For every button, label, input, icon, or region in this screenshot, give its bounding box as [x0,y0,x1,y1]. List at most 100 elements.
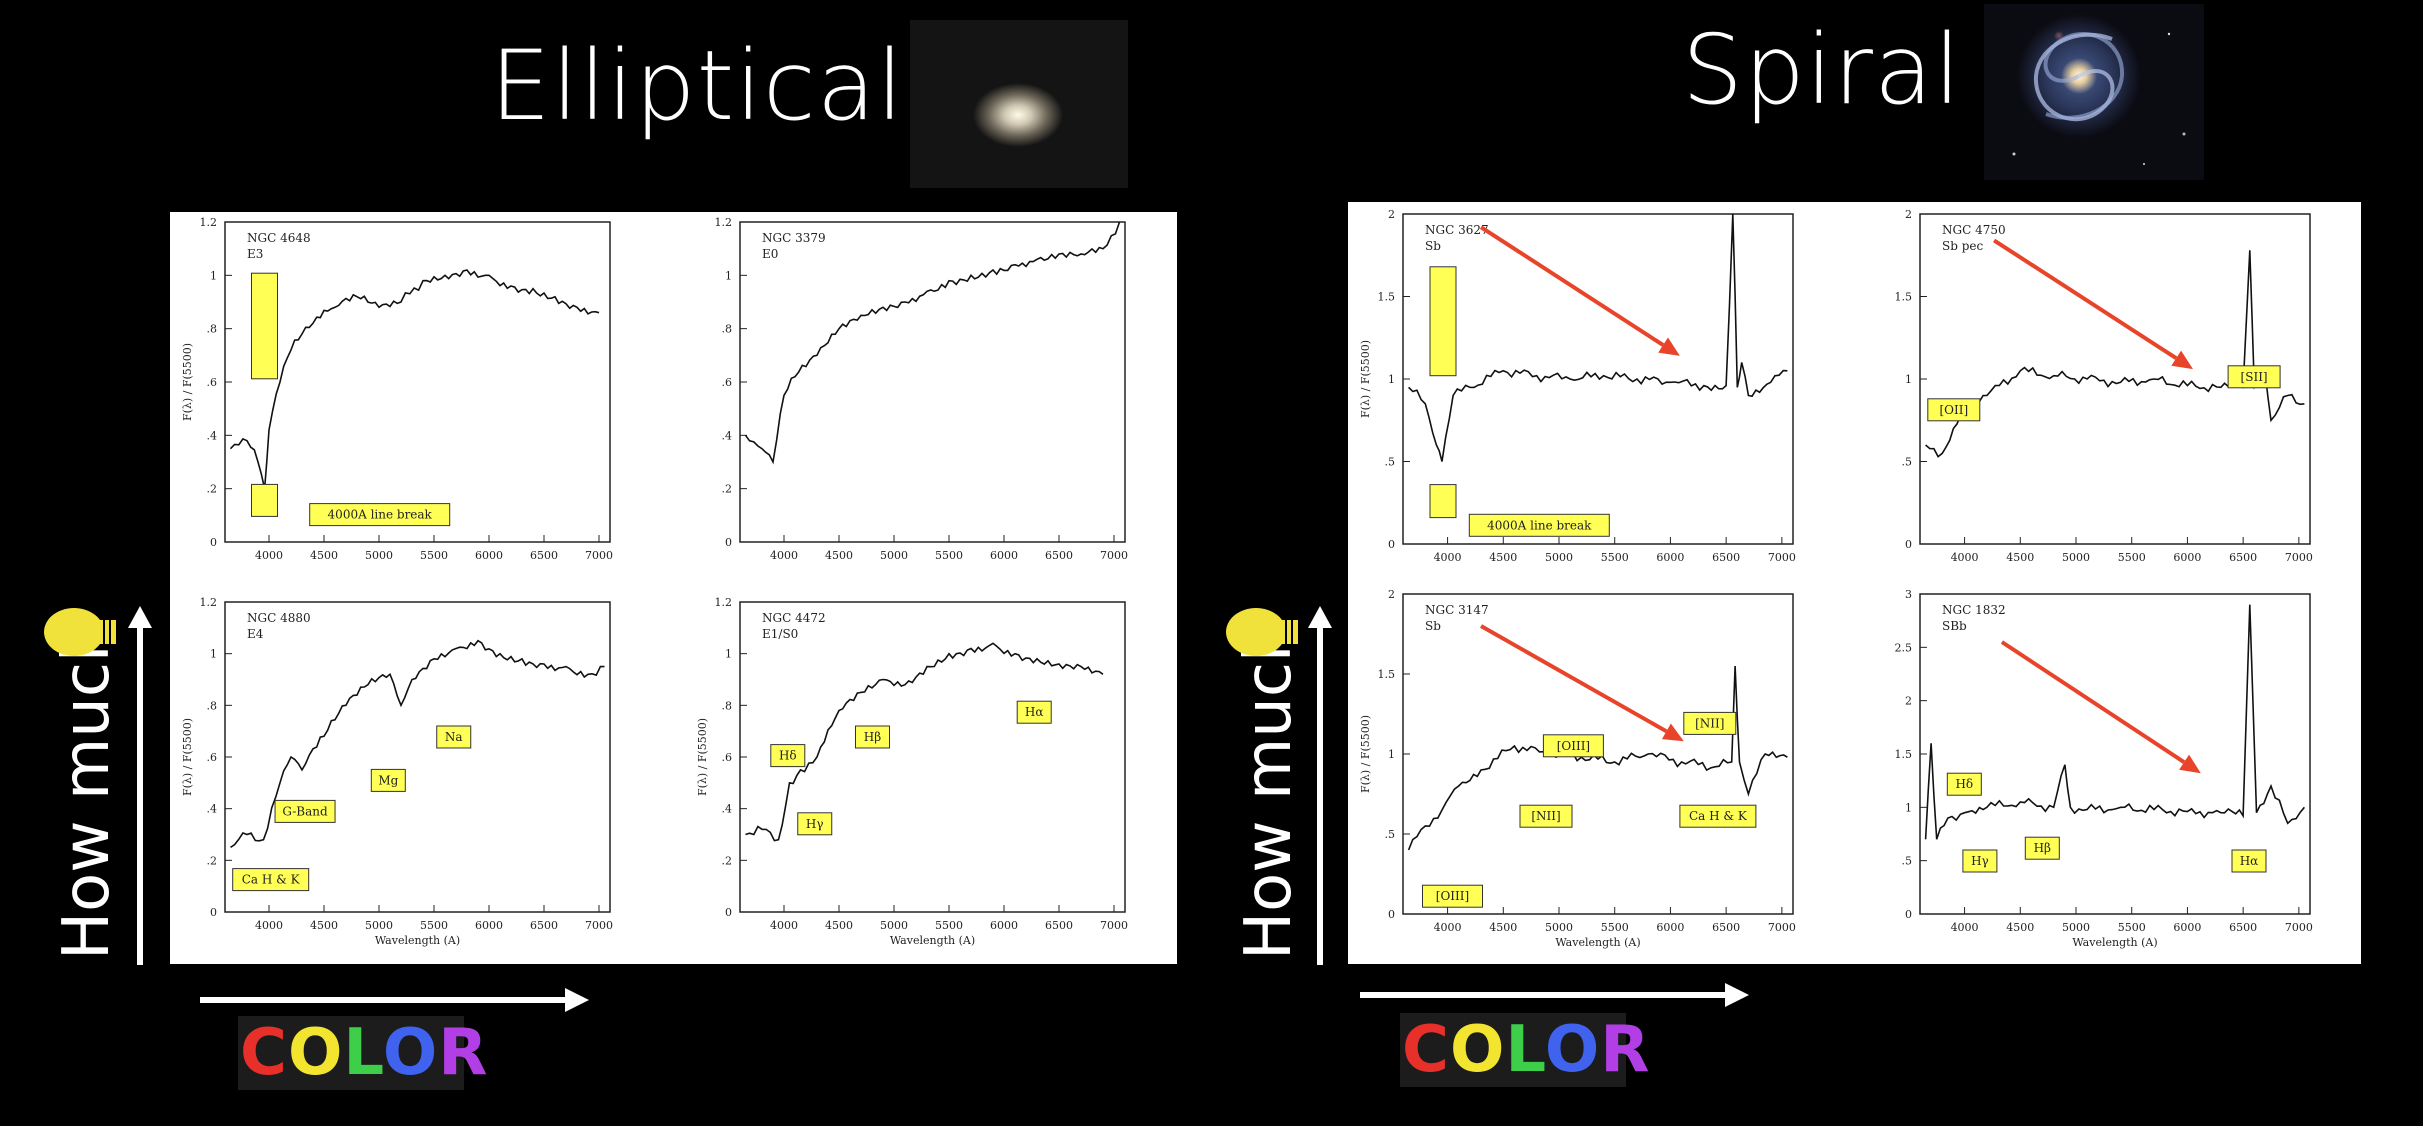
annotation-label: Hδ [779,749,797,763]
elliptical-heading: Elliptical [490,30,905,142]
x-tick-label: 4500 [1489,551,1517,564]
annotation-box [1683,711,1737,735]
y-tick-label: 1 [725,648,732,661]
chart-subtitle: E1/S0 [762,627,798,641]
annotation-label: Hδ [1955,777,1973,791]
y-tick-label: 1 [210,648,217,661]
y-tick-label: .2 [722,483,733,496]
y-tick-label: 1 [1905,801,1912,814]
emission-arrowhead [2171,350,2193,370]
spectrum-chart-5: 4000 4500 5000 5500 6000 6500 7000 0 .5 1 1.5 2 NGC … [1359,208,1796,564]
annotation-box [274,799,336,823]
y-tick-label: 1.5 [1378,668,1396,681]
y-tick-label: 1 [1388,748,1395,761]
x-tick-label: 6500 [1712,921,1740,934]
right-color-letter-r: R [1600,1013,1651,1087]
annotation-label: Ca H & K [1689,809,1748,823]
y-tick-label: .2 [207,854,218,867]
annotation-box [1016,700,1052,724]
left-how-much-arrow [128,606,152,965]
x-tick-label: 5500 [1601,551,1629,564]
right-how-much-arrow [1308,606,1332,965]
break-highlight-upper [1429,266,1457,377]
annotation-box [797,812,833,836]
y-tick-label: 1.2 [200,216,218,229]
x-tick-label: 7000 [585,919,613,932]
emission-arrowhead [1658,337,1680,356]
x-tick-label: 5500 [935,919,963,932]
x-tick-label: 4500 [310,549,338,562]
y-tick-label: 1.2 [715,216,733,229]
x-tick-label: 4500 [1489,921,1517,934]
y-tick-label: 0 [1388,908,1395,921]
right-color-letter-o2: O [1544,1013,1601,1087]
left-lightbulb-icon [44,608,116,656]
x-tick-label: 5000 [365,549,393,562]
right-color-letter-l: L [1505,1013,1545,1087]
left-color-letter-c: C [240,1016,288,1090]
x-axis-label: Wavelength (A) [890,934,975,947]
spectrum-chart-2: 4000 4500 5000 5500 6000 6500 7000 0 .2 .4 .6 .8 1 1.… [715,216,1129,562]
chart-title: NGC 3379 [762,231,826,245]
right-color-letter-c: C [1402,1013,1450,1087]
annotation-label: [NII] [1531,809,1560,823]
annotation-label: Hγ [1971,854,1989,868]
annotation-box [1927,398,1981,422]
x-tick-label: 7000 [1768,551,1796,564]
x-tick-label: 4000 [255,919,283,932]
annotation-box [1422,884,1483,908]
y-tick-label: .6 [207,751,218,764]
x-tick-label: 5000 [365,919,393,932]
x-tick-label: 4000 [1951,551,1979,564]
annotation-box [2231,849,2267,873]
y-tick-label: 0 [725,536,732,549]
right-color-arrow [1360,983,1749,1007]
y-axis-label: F(λ) / F(5500) [696,718,709,796]
y-tick-label: .8 [722,699,733,712]
annotation-label: Mg [378,773,398,787]
x-tick-label: 5000 [2062,921,2090,934]
y-tick-label: 2 [1905,695,1912,708]
spectrum-line [1408,213,1788,462]
emission-arrow [1993,238,2178,360]
left-color-letter-l: L [343,1016,383,1090]
emission-arrow [1480,624,1668,734]
right-color-word: COLOR [1400,1013,1650,1087]
x-tick-label: 5500 [420,549,448,562]
spectrum-chart-8: 4000 4500 5000 5500 6000 6500 7000 0 .5 1 1.5 2 2.5 3… [1895,588,2313,949]
x-tick-label: 6000 [2173,551,2201,564]
x-tick-label: 6000 [1656,921,1684,934]
annotation-box [1946,772,1982,796]
x-tick-label: 5000 [880,919,908,932]
chart-title: NGC 1832 [1942,603,2006,617]
annotation-label: 4000A line break [328,508,433,522]
y-tick-label: 0 [1905,908,1912,921]
y-tick-label: .5 [1385,456,1396,469]
x-tick-label: 6500 [1045,549,1073,562]
annotation-box [2227,365,2281,389]
annotation-label: Hα [1025,705,1044,719]
x-tick-label: 4000 [1434,551,1462,564]
x-tick-label: 7000 [1100,549,1128,562]
spectrum-line [1925,250,2305,458]
annotation-label: Hβ [2034,841,2051,855]
break-highlight-lower [1429,484,1457,519]
spiral-heading: Spiral [1682,14,1962,126]
annotation-label: [NII] [1695,716,1724,730]
spectrum-line [745,642,1104,842]
left-color-letter-o1: O [287,1016,344,1090]
y-tick-label: 0 [725,906,732,919]
x-tick-label: 6500 [1045,919,1073,932]
x-tick-label: 7000 [1768,921,1796,934]
emission-arrowhead [2179,754,2201,774]
elliptical-spectra-panel: 4000 4500 5000 5500 6000 6500 7000 0 .2 .4 .6 .8 1 1.… [170,212,1177,964]
annotation-box [770,744,806,768]
x-tick-label: 7000 [585,549,613,562]
x-tick-label: 5000 [1545,921,1573,934]
x-tick-label: 4500 [310,919,338,932]
annotation-label: Hβ [864,730,881,744]
y-tick-label: .5 [1902,855,1913,868]
x-tick-label: 5500 [420,919,448,932]
y-tick-label: 1 [1905,373,1912,386]
y-tick-label: .8 [722,323,733,336]
